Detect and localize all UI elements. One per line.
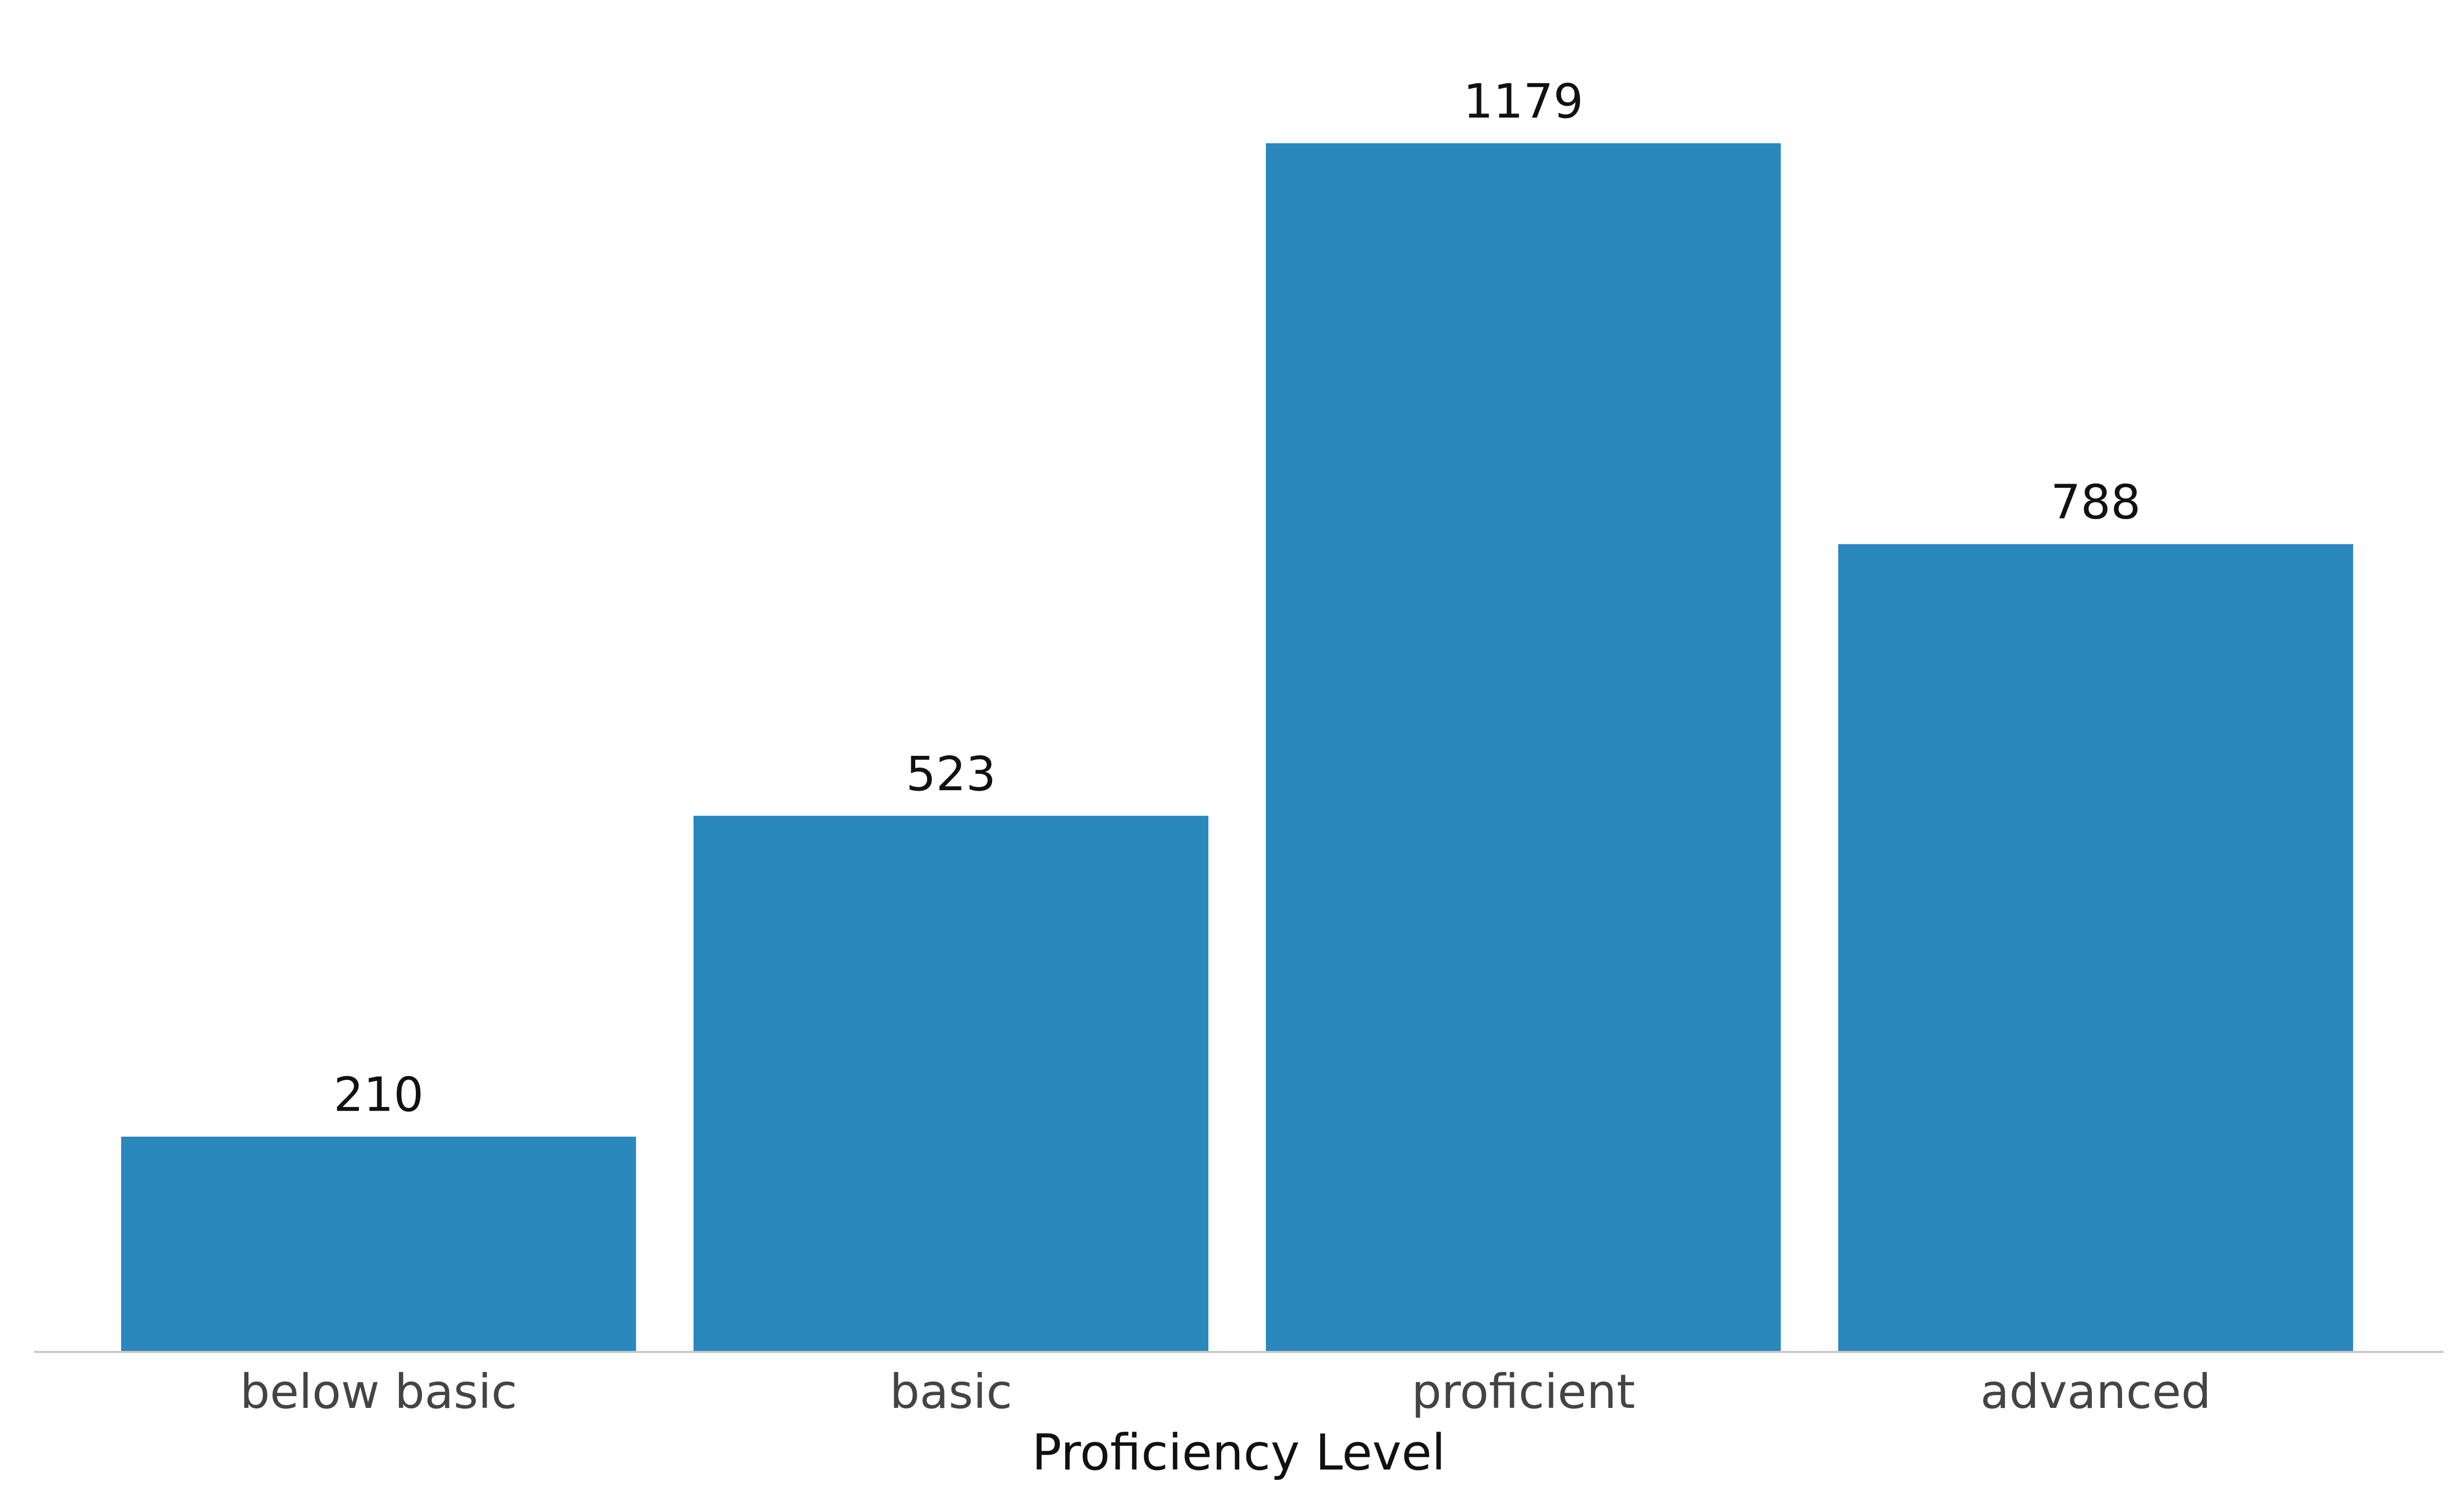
x-tick-label-advanced: advanced bbox=[1980, 1364, 2211, 1419]
x-tick-labels: below basic basic proficient advanced bbox=[240, 1364, 2211, 1419]
x-tick-label-below-basic: below basic bbox=[240, 1364, 517, 1419]
bar-basic bbox=[694, 815, 1208, 1352]
data-labels: 210 523 1179 788 bbox=[334, 74, 2141, 1122]
data-label-basic: 523 bbox=[906, 747, 996, 802]
bar-below-basic bbox=[121, 1136, 636, 1352]
x-axis-title: Proficiency Level bbox=[1032, 1424, 1446, 1481]
x-tick-label-basic: basic bbox=[890, 1364, 1012, 1419]
bars bbox=[121, 143, 2353, 1352]
data-label-below-basic: 210 bbox=[334, 1067, 424, 1122]
bar-proficient bbox=[1266, 143, 1781, 1352]
bar-advanced bbox=[1838, 544, 2353, 1352]
x-tick-label-proficient: proficient bbox=[1412, 1364, 1635, 1419]
data-label-advanced: 788 bbox=[2051, 475, 2141, 530]
data-label-proficient: 1179 bbox=[1463, 74, 1583, 129]
